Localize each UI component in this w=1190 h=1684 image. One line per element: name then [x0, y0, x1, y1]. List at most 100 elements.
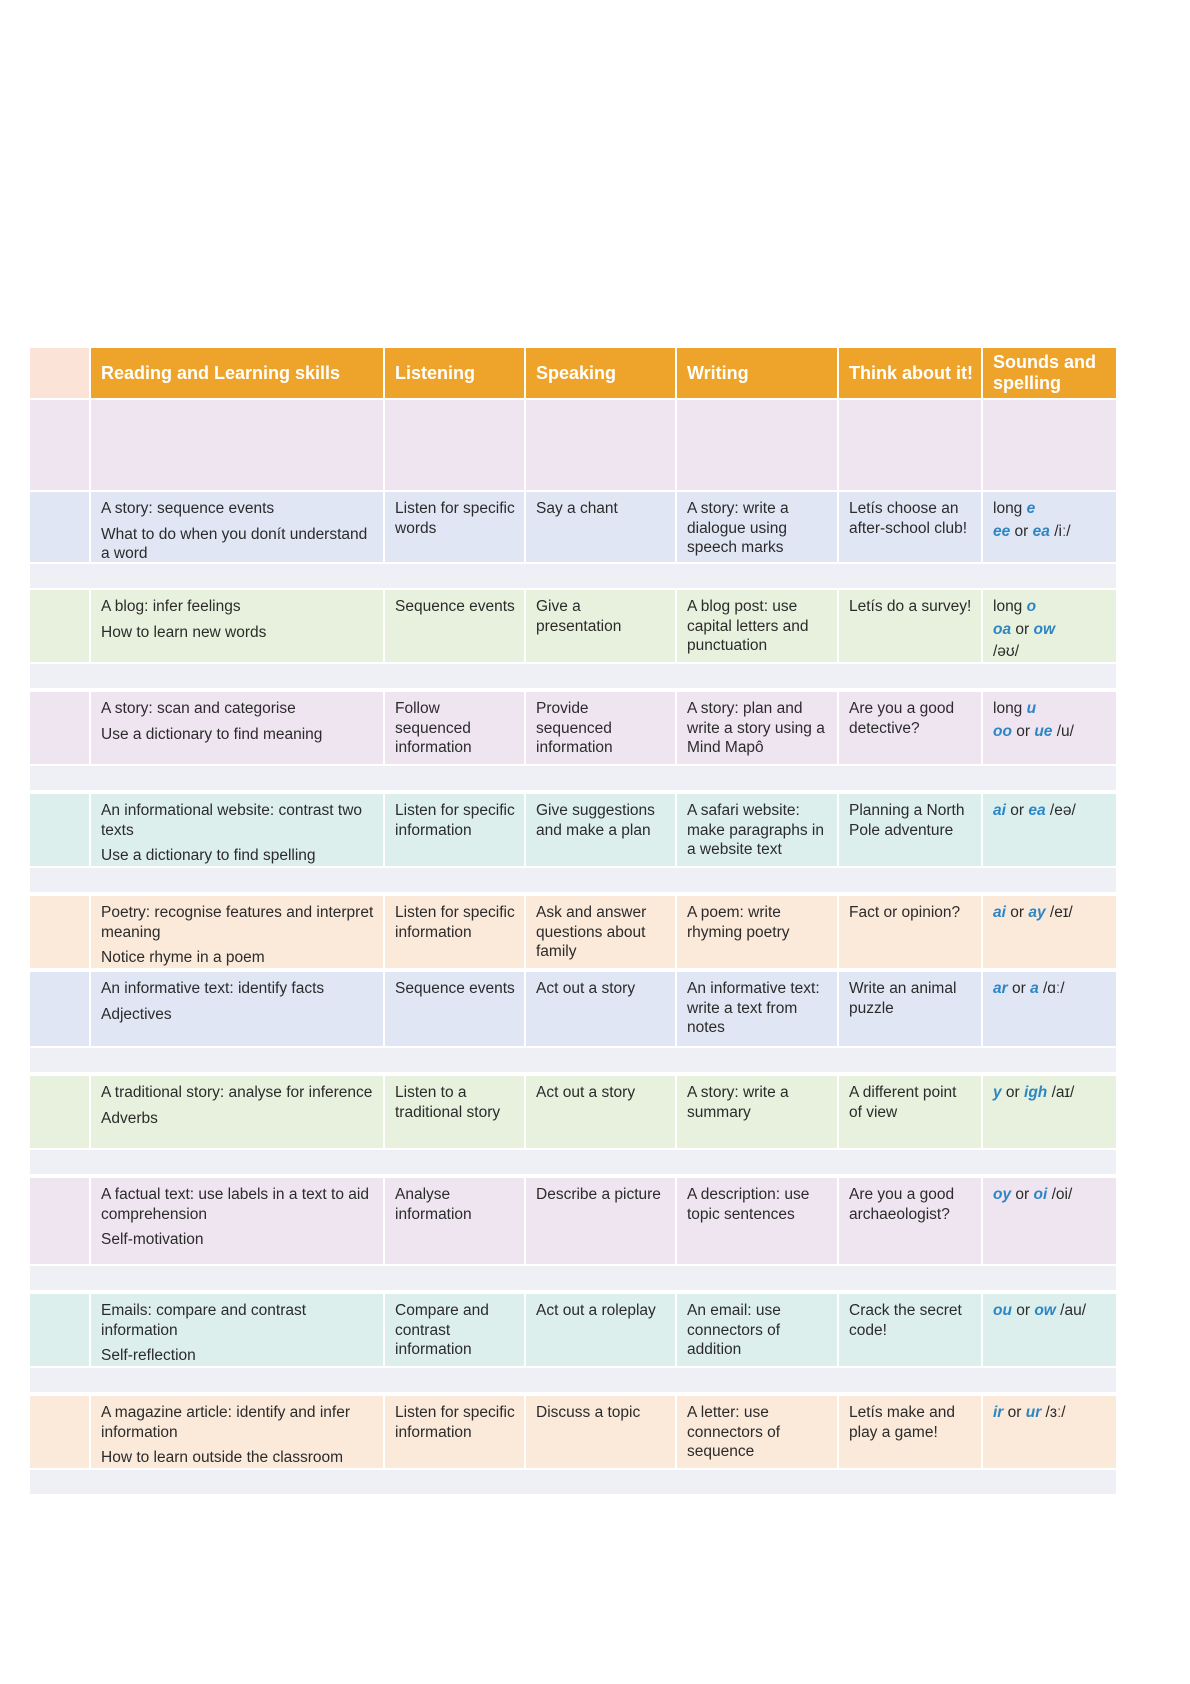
header-reading: Reading and Learning skills	[89, 348, 383, 398]
spelling-pattern: ow	[1034, 1302, 1056, 1319]
sound-text: /oi/	[1047, 1186, 1073, 1203]
table-row: Emails: compare and contrast information…	[30, 1294, 1116, 1366]
think-cell: Planning a North Pole adventure	[837, 794, 981, 866]
sound-line: ai or ea /eə/	[993, 801, 1108, 821]
listening-cell: Sequence events	[383, 590, 524, 662]
sound-line: long o	[993, 597, 1108, 617]
speaking-cell: Say a chant	[524, 492, 675, 562]
speaking-text: Provide sequenced information	[536, 700, 613, 756]
speaking-cell: Give suggestions and make a plan	[524, 794, 675, 866]
sound-text: /eə/	[1045, 802, 1076, 819]
learning-skill: What to do when you donít understand a w…	[101, 525, 368, 563]
listening-cell: Listen to a traditional story	[383, 1076, 524, 1148]
row-marker	[30, 896, 89, 968]
reading-skill: An informative text: identify facts	[101, 980, 325, 997]
row-marker	[30, 1178, 89, 1264]
table-row: A blog: infer feelings How to learn new w…	[30, 590, 1116, 662]
row-marker	[30, 692, 89, 764]
speaking-cell: Act out a story	[524, 1076, 675, 1148]
think-text: Are you a good detective?	[849, 700, 955, 737]
sounds-cell: long u oo or ue /u/	[981, 692, 1116, 764]
reading-cell: A traditional story: analyse for inferen…	[89, 1076, 383, 1148]
sound-text: /ɑː/	[1038, 980, 1065, 997]
sound-text: long	[993, 700, 1027, 717]
sounds-cell: y or igh /aɪ/	[981, 1076, 1116, 1148]
table-row: A factual text: use labels in a text to …	[30, 1178, 1116, 1264]
listening-text: Compare and contrast information	[395, 1302, 489, 1358]
sound-line: /əʊ/	[993, 642, 1108, 662]
row-spacer	[30, 564, 1116, 588]
listening-cell: Listen for specific information	[383, 896, 524, 968]
speaking-text: Give a presentation	[536, 598, 622, 635]
table-row: An informational website: contrast two t…	[30, 794, 1116, 866]
header-listening: Listening	[383, 348, 524, 398]
writing-text: A poem: write rhyming poetry	[687, 904, 790, 941]
learning-skill: How to learn outside the classroom	[101, 1449, 344, 1466]
spelling-pattern: u	[1026, 700, 1037, 717]
sound-text: or	[1003, 1404, 1026, 1421]
listening-text: Follow sequenced information	[395, 700, 472, 756]
spelling-pattern: a	[1030, 980, 1039, 997]
think-cell: Letís make and play a game!	[837, 1396, 981, 1468]
reading-cell: A story: scan and categorise Use a dictio…	[89, 692, 383, 764]
reading-skill: Poetry: recognise features and interpret…	[101, 904, 374, 941]
think-cell: Write an animal puzzle	[837, 972, 981, 1046]
spelling-pattern: y	[993, 1084, 1002, 1101]
sound-line: long u	[993, 699, 1108, 719]
sound-text: or	[1011, 1302, 1035, 1319]
listening-cell: Analyse information	[383, 1178, 524, 1264]
spelling-pattern: oo	[993, 722, 1012, 740]
listening-cell: Listen for specific information	[383, 794, 524, 866]
sound-text: /ɜː/	[1041, 1404, 1066, 1421]
header-sounds-and-spelling: Sounds and spelling	[981, 348, 1116, 398]
spelling-pattern: o	[1026, 598, 1037, 615]
sound-line: ee or ea /iː/	[993, 522, 1108, 542]
sound-line: oa or ow	[993, 620, 1108, 640]
sound-text: or	[1011, 722, 1035, 740]
speaking-text: Give suggestions and make a plan	[536, 802, 655, 839]
speaking-cell	[524, 400, 675, 490]
writing-text: An informative text: write a text from n…	[687, 980, 820, 1036]
speaking-text: Say a chant	[536, 500, 618, 517]
reading-skill: A story: sequence events	[101, 500, 275, 517]
think-text: Fact or opinion?	[849, 904, 961, 921]
sounds-cell: ai or ay /eɪ/	[981, 896, 1116, 968]
table-row: An informative text: identify facts Adjec…	[30, 972, 1116, 1046]
spelling-pattern: ea	[1032, 522, 1050, 540]
row-spacer	[30, 664, 1116, 688]
spelling-pattern: ea	[1028, 802, 1046, 819]
speaking-text: Discuss a topic	[536, 1404, 641, 1421]
reading-cell: Emails: compare and contrast information…	[89, 1294, 383, 1366]
writing-cell: A story: write a dialogue using speech m…	[675, 492, 837, 562]
speaking-cell: Discuss a topic	[524, 1396, 675, 1468]
spelling-pattern: oa	[993, 620, 1012, 638]
writing-cell: A blog post: use capital letters and pun…	[675, 590, 837, 662]
row-marker	[30, 1076, 89, 1148]
sound-text: long	[993, 500, 1027, 517]
think-cell: Letís do a survey!	[837, 590, 981, 662]
listening-cell: Listen for specific information	[383, 1396, 524, 1468]
writing-cell	[675, 400, 837, 490]
row-spacer	[30, 1266, 1116, 1290]
sound-line: y or igh /aɪ/	[993, 1083, 1108, 1103]
learning-skill: Adverbs	[101, 1109, 158, 1127]
sound-text: /iː/	[1049, 522, 1071, 540]
header-writing: Writing	[675, 348, 837, 398]
listening-cell: Sequence events	[383, 972, 524, 1046]
table-header: Reading and Learning skills Listening Sp…	[30, 348, 1116, 398]
spelling-pattern: ou	[993, 1302, 1012, 1319]
sounds-cell: oy or oi /oi/	[981, 1178, 1116, 1264]
sound-line: ou or ow /au/	[993, 1301, 1108, 1321]
row-spacer	[30, 868, 1116, 892]
think-text: Crack the secret code!	[849, 1302, 962, 1339]
sounds-cell: ou or ow /au/	[981, 1294, 1116, 1366]
reading-skill: A factual text: use labels in a text to …	[101, 1186, 369, 1223]
writing-text: A description: use topic sentences	[687, 1186, 810, 1223]
writing-cell: An email: use connectors of addition	[675, 1294, 837, 1366]
sounds-cell	[981, 400, 1116, 490]
table-row: A story: sequence events What to do when …	[30, 492, 1116, 562]
reading-cell	[89, 400, 383, 490]
table-row: Poetry: recognise features and interpret…	[30, 896, 1116, 968]
sound-text: or	[1007, 980, 1031, 997]
spelling-pattern: ar	[993, 980, 1008, 997]
